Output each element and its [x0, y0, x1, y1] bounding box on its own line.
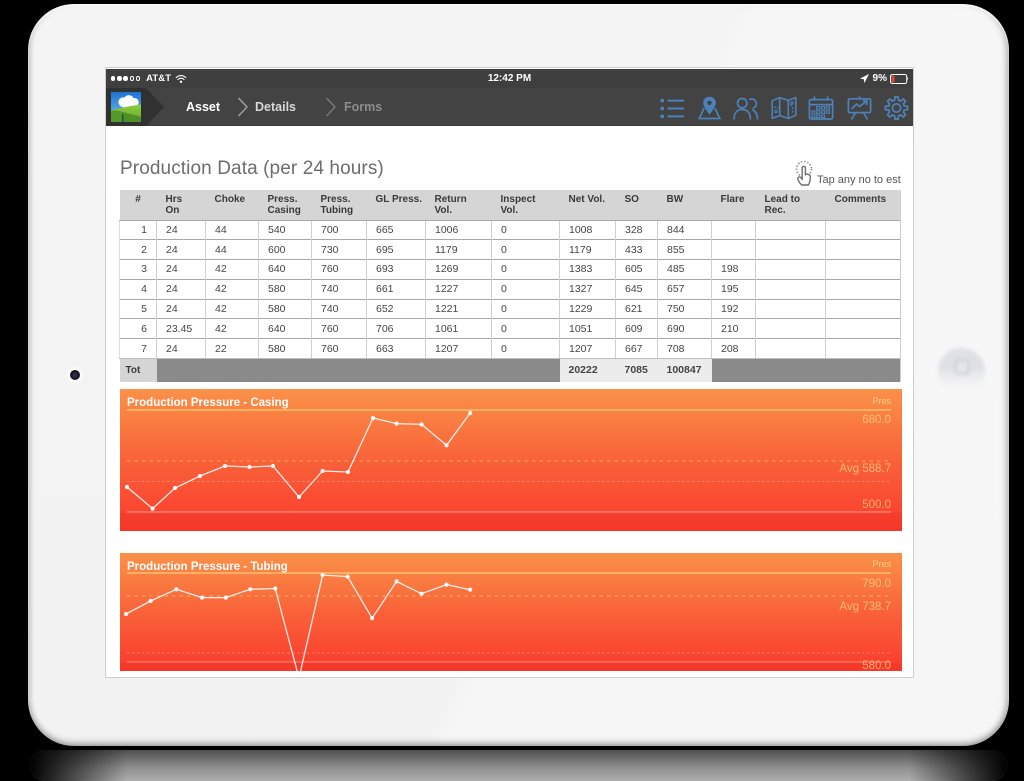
svg-text:Pres: Pres — [872, 396, 891, 406]
svg-text:Avg 738.7: Avg 738.7 — [839, 601, 891, 613]
svg-text:Production Pressure - Tubing: Production Pressure - Tubing — [127, 561, 288, 573]
svg-text:Avg 588.7: Avg 588.7 — [839, 463, 891, 475]
svg-text:680.0: 680.0 — [862, 414, 891, 426]
svg-text:580.0: 580.0 — [862, 660, 891, 671]
svg-text:Pres: Pres — [872, 559, 891, 569]
svg-text:Production Pressure - Casing: Production Pressure - Casing — [127, 397, 289, 409]
svg-text:500.0: 500.0 — [862, 499, 891, 511]
svg-text:790.0: 790.0 — [862, 578, 891, 590]
